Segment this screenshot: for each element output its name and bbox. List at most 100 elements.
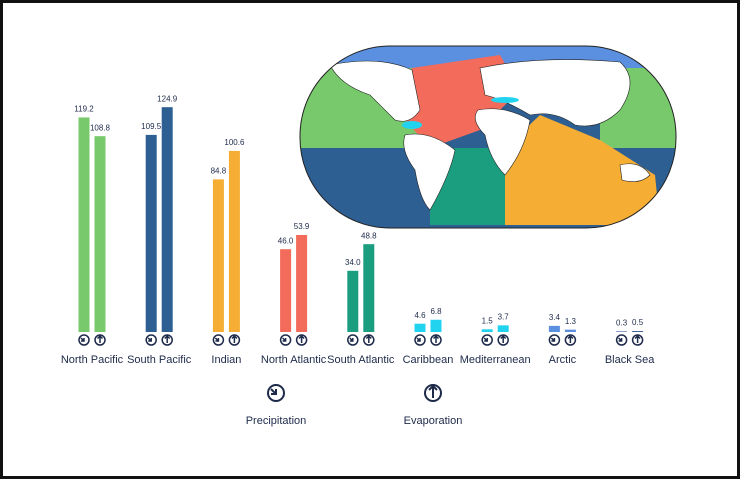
evaporation-icon: [430, 334, 442, 346]
icon-ring: [279, 334, 292, 346]
icon-arrow: [270, 388, 277, 395]
evaporation-icon: [161, 334, 173, 346]
icon-ring: [481, 334, 493, 346]
value-label: 109.5: [141, 122, 162, 131]
bar: [161, 107, 173, 333]
icon-arrow: [231, 334, 238, 343]
icon-arrow: [298, 334, 305, 343]
legend-icon: [424, 384, 442, 402]
precipitation-icon: [481, 334, 493, 346]
icon-ring: [548, 334, 561, 346]
icon-ring: [78, 334, 90, 346]
bar: [430, 319, 442, 332]
bar: [78, 117, 90, 332]
x-tick-label: Arctic: [549, 354, 577, 366]
x-tick-label: South Pacific: [127, 354, 192, 366]
icon-ring: [414, 334, 426, 346]
value-label: 119.2: [74, 105, 94, 114]
icon-arrow: [550, 337, 556, 342]
evaporation-icon: [363, 334, 375, 346]
precipitation-icon: [212, 334, 225, 346]
bar: [145, 134, 157, 332]
evaporation-icon: [94, 334, 106, 346]
evaporation-icon: [228, 334, 241, 346]
icon-arrow: [80, 337, 85, 342]
x-tick-label: South Atlantic: [327, 354, 395, 366]
precipitation-icon: [279, 334, 292, 346]
icon-ring: [212, 334, 225, 346]
bar: [481, 329, 493, 332]
precipitation-icon: [145, 334, 157, 346]
bar: [228, 150, 240, 332]
evaporation-icon: [564, 334, 577, 346]
evaporation-icon: [295, 334, 308, 346]
bar: [280, 249, 292, 332]
bar: [632, 331, 644, 332]
icon-arrow: [214, 337, 220, 342]
icon-arrow: [164, 334, 171, 343]
legend-label: Evaporation: [404, 415, 463, 427]
icon-arrow: [416, 337, 421, 342]
x-tick-label: Indian: [211, 354, 241, 366]
x-tick-label: Caribbean: [403, 354, 454, 366]
value-label: 1.3: [565, 317, 577, 326]
icon-ring: [347, 334, 359, 346]
value-label: 46.0: [278, 236, 294, 245]
icon-arrow: [567, 334, 574, 343]
x-tick-label: North Pacific: [61, 354, 124, 366]
value-label: 1.5: [482, 316, 494, 325]
bar: [94, 136, 106, 332]
bar: [347, 270, 359, 332]
precipitation-icon: [548, 334, 561, 346]
icon-arrow: [282, 337, 287, 342]
icon-arrow: [349, 337, 354, 342]
evaporation-icon: [631, 334, 644, 346]
legend-icon: [267, 384, 285, 402]
icon-arrow: [96, 334, 104, 343]
evaporation-icon: [497, 334, 509, 346]
value-label: 4.6: [414, 311, 426, 320]
icon-arrow: [147, 337, 152, 342]
bar: [296, 234, 308, 332]
icon-ring: [145, 334, 157, 346]
value-label: 84.8: [211, 166, 227, 175]
bar: [363, 244, 375, 332]
value-label: 3.7: [498, 312, 510, 321]
value-label: 100.6: [224, 138, 245, 147]
value-label: 108.8: [90, 123, 111, 132]
value-label: 34.0: [345, 258, 361, 267]
x-tick-label: Black Sea: [605, 354, 655, 366]
bar: [548, 325, 560, 332]
icon-arrow: [500, 334, 507, 343]
value-label: 0.3: [616, 319, 628, 328]
legend-label: Precipitation: [246, 415, 307, 427]
value-label: 124.9: [157, 94, 178, 103]
icon-arrow: [428, 384, 438, 398]
value-label: 6.8: [430, 307, 442, 316]
icon-arrow: [365, 334, 372, 343]
icon-ring: [267, 384, 285, 402]
value-label: 0.5: [632, 318, 644, 327]
icon-ring: [615, 334, 628, 346]
precipitation-icon: [78, 334, 90, 346]
icon-arrow: [432, 334, 440, 343]
x-tick-label: North Atlantic: [261, 354, 327, 366]
precipitation-icon: [347, 334, 359, 346]
ocean-map: [299, 45, 677, 229]
icon-arrow: [618, 337, 623, 342]
bar: [564, 329, 576, 332]
bar: [497, 325, 509, 332]
bar: [414, 323, 426, 332]
value-label: 48.8: [361, 231, 377, 240]
value-label: 53.9: [294, 222, 310, 231]
bar: [616, 331, 628, 332]
value-label: 3.4: [549, 313, 561, 322]
bar: [212, 179, 224, 332]
precipitation-icon: [414, 334, 426, 346]
icon-arrow: [634, 334, 641, 343]
x-tick-label: Mediterranean: [460, 354, 531, 366]
precipitation-icon: [615, 334, 628, 346]
icon-arrow: [483, 337, 488, 342]
